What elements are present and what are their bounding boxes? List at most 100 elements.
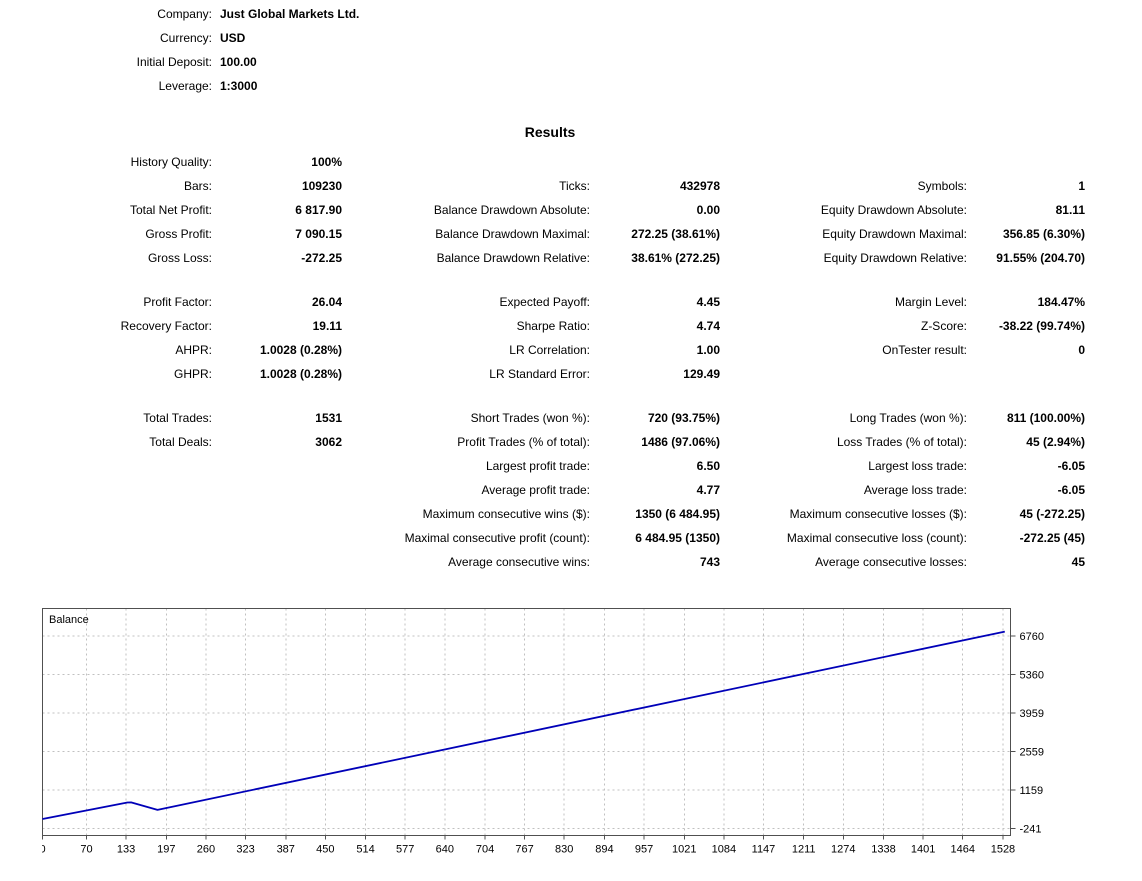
stat-label [720, 150, 967, 174]
stat-label: Total Deals: [149, 435, 212, 449]
x-tick-label: 1211 [792, 844, 816, 856]
stat-value: -38.22 (99.74%) [998, 319, 1085, 333]
stat-value: -272.25 [301, 251, 342, 265]
stat-label: Bars: [183, 179, 212, 193]
stat-value: 3062 [315, 435, 342, 449]
stat-value: 720 (93.75%) [647, 411, 720, 425]
stat-value: 743 [699, 555, 720, 569]
info-value: USD [220, 31, 246, 45]
x-tick-label: 197 [157, 844, 175, 856]
stat-label: Total Net Profit: [129, 203, 212, 217]
stat-value: 6 484.95 (1350) [635, 531, 720, 545]
x-tick-label: 70 [80, 844, 92, 856]
stat-label [0, 502, 212, 526]
stats-section: Profit Factor: 26.04 Expected Payoff: 4.45 M… [0, 290, 1085, 386]
stat-label: Sharpe Ratio: [516, 319, 590, 333]
stat-value: 45 [1071, 555, 1085, 569]
x-tick-label: 1528 [991, 844, 1015, 856]
stat-label: Symbols: [917, 179, 967, 193]
stat-label [720, 362, 967, 386]
stat-label: AHPR: [175, 343, 212, 357]
x-tick-label: 577 [396, 844, 414, 856]
stat-label: Maximum consecutive wins ($): [422, 507, 590, 521]
balance-chart-svg: 0 70 133 197 260 323 387 450 514 577 640 704 767 830 8… [39, 608, 1044, 856]
stat-label: Equity Drawdown Absolute: [820, 203, 967, 217]
stat-value: 432978 [679, 179, 720, 193]
stat-label: Margin Level: [894, 295, 967, 309]
stat-label: Gross Profit: [145, 227, 212, 241]
stat-value: 0.00 [696, 203, 720, 217]
stat-value: 129.49 [683, 367, 720, 381]
stat-label: Maximal consecutive loss (count): [786, 531, 967, 545]
stat-value: 4.77 [696, 483, 720, 497]
x-tick-label: 1338 [871, 844, 895, 856]
stats-section: Total Trades: 1531 Short Trades (won %): 72… [0, 406, 1085, 574]
stat-label [0, 526, 212, 550]
stat-value: 0 [1078, 343, 1085, 357]
stat-label: Maximum consecutive losses ($): [789, 507, 967, 521]
stat-label: Profit Factor: [143, 295, 212, 309]
stat-label: Z-Score: [920, 319, 967, 333]
y-tick-label: 6760 [1020, 631, 1044, 643]
stat-value: 4.45 [696, 295, 720, 309]
stat-label: Ticks: [559, 179, 590, 193]
stat-label: Average consecutive wins: [448, 555, 590, 569]
stat-label: Average profit trade: [481, 483, 590, 497]
x-tick-label: 514 [356, 844, 374, 856]
stat-label [0, 550, 212, 574]
stat-value: -6.05 [1057, 459, 1085, 473]
info-label: Currency: [159, 31, 212, 45]
account-info-row: Currency: USD [0, 26, 359, 50]
stat-label [0, 478, 212, 502]
stat-label: Balance Drawdown Absolute: [433, 203, 590, 217]
stat-value [967, 150, 1085, 174]
info-value: 100.00 [220, 55, 257, 69]
x-tick-label: 1084 [712, 844, 736, 856]
account-info: Company: Just Global Markets Ltd. Currency… [0, 2, 360, 98]
stat-label: Balance Drawdown Maximal: [435, 227, 590, 241]
stat-value: 19.11 [312, 319, 342, 333]
stat-value: 45 (-272.25) [1019, 507, 1085, 521]
stat-label: Balance Drawdown Relative: [436, 251, 590, 265]
stat-label: Loss Trades (% of total): [836, 435, 967, 449]
stat-label: Maximal consecutive profit (count): [404, 531, 590, 545]
stat-label: Gross Loss: [147, 251, 212, 265]
results-title: Results [524, 124, 576, 140]
stat-label [342, 150, 590, 174]
stat-value [212, 502, 342, 526]
stat-label: Long Trades (won %): [849, 411, 967, 425]
stat-label [0, 454, 212, 478]
y-tick-label: 1159 [1020, 785, 1044, 797]
stat-label: Equity Drawdown Relative: [823, 251, 967, 265]
y-tick-label: 5360 [1020, 669, 1044, 681]
stat-value [212, 454, 342, 478]
stat-value: 45 (2.94%) [1026, 435, 1085, 449]
stat-label: OnTester result: [882, 343, 967, 357]
x-tick-label: 1274 [831, 844, 855, 856]
x-tick-label: 1021 [672, 844, 696, 856]
stat-value: 1.0028 (0.28%) [259, 343, 342, 357]
stat-value: 811 (100.00%) [1006, 411, 1085, 425]
y-tick-label: 3959 [1020, 708, 1044, 720]
stat-value: 4.74 [696, 319, 720, 333]
x-tick-label: 133 [117, 844, 135, 856]
x-tick-label: 0 [42, 844, 46, 856]
stat-value: 81.11 [1055, 203, 1085, 217]
info-label: Leverage: [158, 79, 212, 93]
stat-value: 6.50 [696, 459, 720, 473]
x-tick-label: 830 [555, 844, 573, 856]
y-tick-label: 2559 [1020, 746, 1044, 758]
stat-label: Recovery Factor: [120, 319, 212, 333]
x-tick-label: 260 [197, 844, 215, 856]
stat-value [212, 526, 342, 550]
stat-value: 272.25 (38.61%) [631, 227, 720, 241]
info-label: Company: [157, 7, 212, 21]
stat-value: 184.47% [1037, 295, 1085, 309]
stat-value: 100% [311, 155, 342, 169]
x-tick-label: 704 [476, 844, 494, 856]
stat-value: 1 [1078, 179, 1085, 193]
balance-legend-label: Balance [49, 614, 89, 626]
stat-value [212, 550, 342, 574]
stat-value [590, 150, 720, 174]
